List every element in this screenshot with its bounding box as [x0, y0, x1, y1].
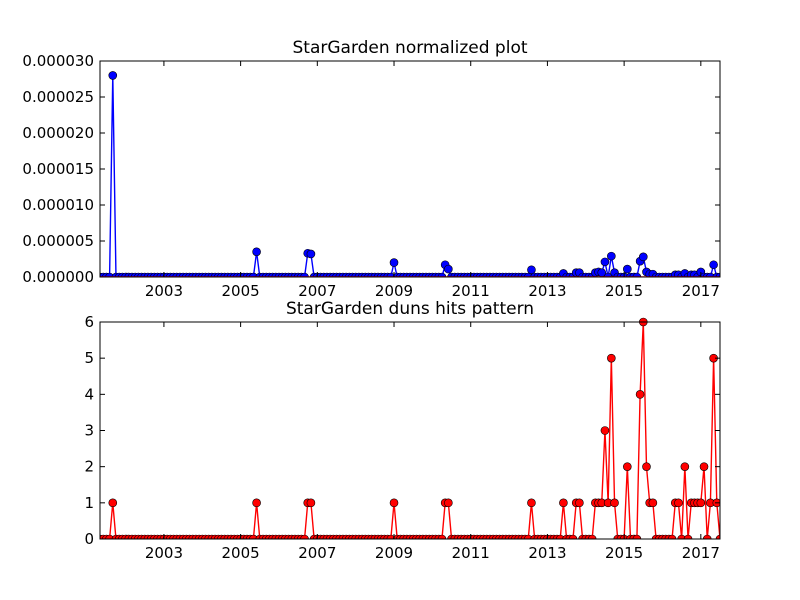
chart-title: StarGarden duns hits pattern	[286, 299, 534, 319]
x-tick-label: 2013	[528, 544, 566, 562]
data-point	[437, 534, 447, 539]
data-point	[386, 272, 396, 277]
data-point	[638, 252, 648, 262]
data-point	[600, 257, 610, 267]
data-point	[632, 272, 642, 277]
data-point	[699, 462, 709, 471]
axes-frame	[99, 321, 721, 540]
y-tick-label: 0.000020	[22, 124, 94, 142]
data-point	[389, 498, 399, 508]
x-tick-label: 2007	[298, 282, 336, 300]
data-point	[674, 498, 683, 508]
data-point	[437, 272, 447, 277]
y-tick-label: 5	[84, 349, 94, 367]
data-point	[249, 534, 258, 539]
x-tick-label: 2005	[222, 282, 260, 300]
x-tick-label: 2009	[375, 544, 413, 562]
x-tick-label: 2005	[222, 544, 260, 562]
x-tick-label: 2015	[605, 544, 643, 562]
x-tick-label: 2017	[682, 544, 720, 562]
y-tick-label: 0.000030	[22, 52, 94, 70]
data-point	[610, 498, 619, 508]
data-point	[667, 534, 677, 539]
y-tick-label: 1	[84, 494, 94, 512]
data-point	[527, 498, 536, 508]
y-tick-label: 6	[84, 313, 94, 331]
data-point	[702, 534, 712, 539]
data-point	[306, 249, 316, 259]
data-point	[632, 534, 642, 539]
data-point	[300, 272, 309, 277]
data-point	[648, 498, 658, 508]
data-point	[623, 264, 632, 274]
data-point	[523, 534, 533, 539]
y-tick-label: 0.000000	[22, 268, 94, 286]
data-point	[600, 426, 610, 435]
y-tick-label: 0.000015	[22, 160, 94, 178]
data-point	[523, 272, 533, 277]
normalized-plot: StarGarden normalized plot 2003 2005 2007 20…	[22, 38, 721, 300]
data-point	[715, 272, 720, 277]
data-point	[249, 272, 258, 277]
plot-area	[100, 71, 720, 277]
data-point	[559, 498, 568, 508]
data-point	[568, 534, 578, 539]
duns-hits-plot: StarGarden duns hits pattern 2003 2005 2007…	[84, 299, 721, 562]
data-point	[108, 498, 118, 508]
data-point	[680, 462, 690, 471]
x-tick-label: 2003	[145, 282, 183, 300]
data-point	[642, 462, 651, 471]
y-tick-label: 0.000005	[22, 232, 94, 250]
data-point	[306, 498, 316, 508]
series-line	[100, 75, 720, 277]
y-tick-label: 0.000025	[22, 88, 94, 106]
plot-area	[100, 317, 720, 539]
data-point	[603, 272, 613, 277]
y-tick-label: 0	[84, 530, 94, 548]
data-point	[575, 498, 584, 508]
data-point	[709, 260, 718, 270]
data-point	[386, 534, 396, 539]
x-tick-label: 2011	[452, 544, 490, 562]
data-point	[300, 534, 309, 539]
y-tick-label: 3	[84, 422, 94, 440]
data-point	[677, 534, 686, 539]
axes-frame	[99, 60, 721, 278]
data-point	[706, 272, 715, 277]
data-point	[635, 390, 645, 399]
y-tick-label: 2	[84, 458, 94, 476]
data-point	[623, 462, 632, 471]
data-point	[527, 265, 536, 275]
chart-title: StarGarden normalized plot	[292, 38, 527, 58]
data-point	[252, 247, 261, 257]
data-point	[683, 534, 693, 539]
data-point	[389, 258, 399, 267]
x-tick-label: 2017	[682, 282, 720, 300]
data-point	[444, 498, 453, 508]
data-point	[252, 498, 261, 508]
x-tick-label: 2007	[298, 544, 336, 562]
data-point	[555, 534, 565, 539]
y-tick-label: 0.000010	[22, 196, 94, 214]
series-line	[100, 321, 720, 539]
data-point	[607, 251, 616, 261]
data-point	[108, 71, 118, 80]
data-point	[105, 272, 114, 277]
x-tick-label: 2013	[528, 282, 566, 300]
data-point	[587, 534, 597, 539]
x-tick-label: 2003	[145, 544, 183, 562]
y-tick-label: 4	[84, 385, 94, 403]
x-tick-label: 2009	[375, 282, 413, 300]
data-point	[105, 534, 114, 539]
data-point	[715, 534, 720, 539]
x-tick-label: 2015	[605, 282, 643, 300]
data-point	[607, 353, 616, 363]
x-tick-label: 2011	[452, 282, 490, 300]
data-point	[696, 498, 706, 508]
data-point	[444, 264, 453, 274]
